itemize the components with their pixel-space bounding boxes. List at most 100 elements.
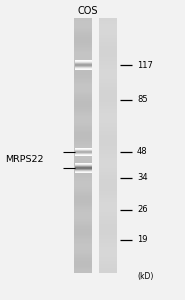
Bar [74,49,92,50]
Bar [74,65,92,67]
Bar [74,258,92,260]
Bar [74,110,92,111]
Bar [99,61,117,63]
Bar [92,18,99,272]
Bar [74,118,92,120]
Bar [74,135,92,137]
Bar [74,215,92,217]
Bar [99,220,117,222]
Bar [99,158,117,160]
Bar [74,264,92,266]
Bar [74,174,92,176]
Bar [74,149,92,151]
Bar [99,178,117,180]
Bar [99,29,117,31]
Bar [99,92,117,93]
Bar [99,107,117,109]
Bar [74,200,92,201]
Bar [99,190,117,191]
Text: (kD): (kD) [137,272,153,280]
Bar [99,256,117,257]
Bar [99,80,117,82]
Bar [74,150,92,152]
Bar [75,153,92,154]
Bar [99,167,117,168]
Bar [99,156,117,158]
Bar [99,54,117,55]
Bar [99,215,117,217]
Bar [99,207,117,209]
Bar [74,192,92,194]
Bar [74,156,92,158]
Bar [75,67,92,68]
Bar [74,130,92,131]
Bar [74,164,92,166]
Bar [99,116,117,118]
Bar [99,118,117,120]
Bar [99,31,117,32]
Bar [99,49,117,50]
Bar [74,159,92,161]
Bar [74,245,92,247]
Bar [99,94,117,96]
Bar [99,84,117,86]
Bar [99,149,117,151]
Bar [74,183,92,185]
Bar [99,223,117,224]
Bar [99,22,117,24]
Bar [99,65,117,67]
Bar [74,54,92,55]
Bar [99,26,117,27]
Bar [99,74,117,76]
Bar [74,97,92,98]
Bar [74,128,92,130]
Bar [74,98,92,100]
Bar [74,122,92,124]
Bar [75,163,92,164]
Bar [99,136,117,138]
Bar [74,29,92,31]
Bar [75,149,92,150]
Bar [75,152,92,153]
Bar [75,68,92,69]
Bar [74,117,92,119]
Bar [99,261,117,262]
Bar [99,245,117,247]
Bar [74,226,92,228]
Bar [99,253,117,255]
Bar [99,249,117,251]
Bar [74,210,92,212]
Bar [75,62,92,63]
Bar [99,192,117,194]
Bar [74,207,92,209]
Bar [99,183,117,185]
Bar [99,202,117,204]
Bar [74,168,92,170]
Bar [99,219,117,220]
Text: 117: 117 [137,61,153,70]
Bar [74,153,92,154]
Bar [99,225,117,227]
Bar [99,221,117,223]
Bar [74,160,92,162]
Bar [99,161,117,163]
Bar [74,88,92,90]
Bar [99,41,117,43]
Bar [74,257,92,259]
Bar [99,99,117,101]
Bar [75,169,92,170]
Bar [75,167,92,168]
Bar [74,142,92,144]
Bar [99,137,117,139]
Text: 85: 85 [137,95,148,104]
Bar [74,120,92,122]
Bar [99,68,117,69]
Bar [99,75,117,77]
Bar [74,108,92,110]
Bar [74,140,92,142]
Bar [99,205,117,206]
Bar [99,226,117,228]
Bar [99,239,117,241]
Bar [99,224,117,226]
Bar [99,141,117,143]
